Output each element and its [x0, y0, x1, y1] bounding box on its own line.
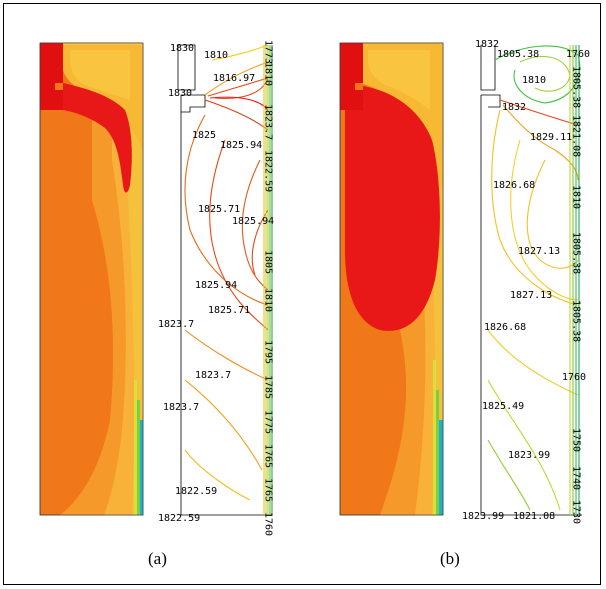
contour-label: 1825.49	[482, 401, 524, 412]
contour-label: 1827.13	[510, 290, 552, 301]
contour-label: 1805.38	[571, 300, 582, 342]
contour-label: 1810	[522, 75, 546, 86]
contour-label: 1805.38	[571, 66, 582, 108]
contour-label: 1823.99	[508, 450, 550, 461]
contour-label: 1765	[263, 478, 274, 502]
contour-label: 1825.94	[195, 280, 237, 291]
contour-label: 1750	[571, 428, 582, 452]
contour-label: 1830	[170, 43, 194, 54]
contour-label: 1740	[571, 466, 582, 490]
contour-label: 1823.7	[163, 402, 199, 413]
contour-label: 1823.7	[195, 370, 231, 381]
contour-label: 1822.59	[263, 150, 274, 192]
contour-label: 1765	[263, 444, 274, 468]
contour-label: 1760	[263, 512, 274, 536]
contour-label: 1827.13	[518, 246, 560, 257]
contour-label: 1760	[566, 49, 590, 60]
contour-label: 1730	[571, 500, 582, 524]
contour-label: 1825.71	[208, 305, 250, 316]
contour-label: 1825.94	[232, 216, 274, 227]
contour-label: 1832	[502, 102, 526, 113]
contour-label: 1826.68	[484, 322, 526, 333]
contour-label: 1822.59	[175, 486, 217, 497]
contour-label: 1823.7	[263, 104, 274, 140]
panel-a-filled-contour	[39, 42, 144, 516]
contour-label: 1785	[263, 375, 274, 399]
contour-label: 1773	[263, 40, 274, 64]
panel-b-line-contour	[480, 45, 582, 516]
contour-label: 1830	[168, 88, 192, 99]
contour-label: 1821.08	[571, 115, 582, 157]
panel-a-caption: (a)	[148, 549, 167, 568]
contour-label: 1805	[263, 250, 274, 274]
panel-b-contour-labels: 1832 1805.38 1760 1810 1805.38 1832 1829…	[462, 39, 590, 524]
contour-label: 1810	[204, 50, 228, 61]
panel-a-contour-labels: 1830 1810 1773 1816.97 1810 1830 1823.7 …	[158, 40, 274, 536]
contour-label: 1760	[562, 372, 586, 383]
contour-label: 1826.68	[493, 180, 535, 191]
contour-label: 1805.38	[571, 232, 582, 274]
contour-label: 1823.99	[462, 511, 504, 522]
contour-label: 1823.7	[158, 319, 194, 330]
panel-b-filled-contour	[339, 42, 444, 516]
contour-label: 1795	[263, 340, 274, 364]
contour-label: 1825.71	[198, 204, 240, 215]
contour-label: 1805.38	[497, 49, 539, 60]
contour-label: 1822.59	[158, 513, 200, 524]
contour-label: 1816.97	[213, 73, 255, 84]
contour-label: 1832	[475, 39, 499, 50]
contour-label: 1825.94	[220, 140, 262, 151]
contour-label: 1821.08	[513, 511, 555, 522]
panel-b-caption: (b)	[440, 549, 460, 568]
contour-label: 1825	[192, 130, 216, 141]
contour-label: 1829.11	[530, 132, 572, 143]
panel-a-line-contour	[177, 44, 273, 516]
contour-label: 1810	[263, 288, 274, 312]
contour-label: 1775	[263, 410, 274, 434]
contour-label: 1810	[263, 62, 274, 86]
contour-label: 1810	[571, 185, 582, 209]
